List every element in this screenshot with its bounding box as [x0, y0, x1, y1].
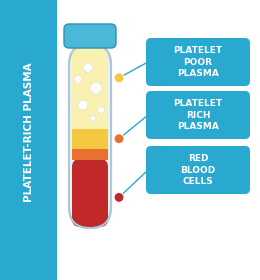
FancyBboxPatch shape — [146, 146, 250, 194]
Circle shape — [98, 106, 105, 113]
Text: RED
BLOOD
CELLS: RED BLOOD CELLS — [180, 154, 216, 186]
Circle shape — [90, 115, 96, 122]
FancyBboxPatch shape — [69, 44, 111, 228]
FancyBboxPatch shape — [72, 159, 108, 227]
Bar — [72, 129, 108, 149]
Circle shape — [83, 63, 93, 72]
Circle shape — [74, 76, 82, 83]
FancyBboxPatch shape — [146, 91, 250, 139]
Circle shape — [114, 192, 124, 202]
Bar — [0, 0, 57, 280]
Bar — [72, 149, 108, 160]
Text: PLATELET
RICH
PLASMA: PLATELET RICH PLASMA — [173, 99, 223, 130]
Circle shape — [114, 134, 124, 144]
Circle shape — [78, 100, 88, 110]
FancyBboxPatch shape — [146, 38, 250, 86]
Circle shape — [114, 73, 124, 83]
Text: PLATELET
POOR
PLASMA: PLATELET POOR PLASMA — [173, 46, 223, 78]
Circle shape — [90, 82, 102, 94]
FancyBboxPatch shape — [64, 24, 116, 48]
Text: PLATELET-RICH PLASMA: PLATELET-RICH PLASMA — [24, 62, 34, 202]
Bar — [72, 44, 108, 129]
